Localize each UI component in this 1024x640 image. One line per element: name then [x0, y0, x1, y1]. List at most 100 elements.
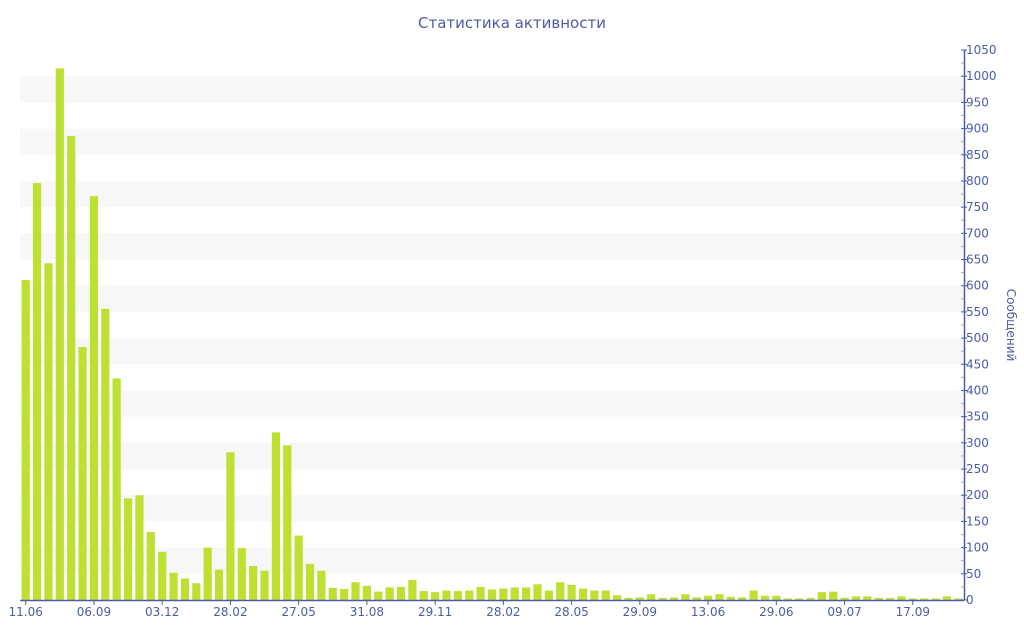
x-tick-label: 31.08	[350, 605, 384, 619]
y-tick-label: 0	[966, 593, 974, 607]
grid-band	[20, 76, 964, 103]
bar	[772, 595, 781, 600]
bar	[135, 495, 144, 600]
bar	[419, 591, 428, 600]
grid-band	[20, 180, 964, 208]
bar	[226, 452, 235, 600]
grid-band	[20, 128, 964, 155]
bar	[89, 196, 99, 600]
bar	[32, 183, 42, 601]
grid-band	[20, 495, 964, 522]
bar	[476, 586, 485, 600]
bar	[806, 597, 815, 600]
bar	[840, 597, 849, 600]
bar	[954, 598, 963, 600]
x-tick-label: 27.05	[281, 605, 315, 619]
bar	[453, 591, 462, 600]
bar	[396, 586, 406, 600]
bar	[442, 590, 451, 600]
x-tick-label: 17.09	[896, 605, 930, 619]
bar	[749, 590, 758, 600]
bar	[237, 548, 246, 600]
bar	[260, 570, 269, 600]
bar	[715, 594, 724, 600]
bar	[362, 585, 371, 600]
bar	[465, 590, 474, 600]
bar	[67, 135, 76, 600]
bar	[203, 547, 212, 600]
bar	[613, 595, 622, 600]
bar	[601, 590, 610, 600]
bar	[738, 597, 747, 600]
bar	[908, 598, 917, 600]
bar	[487, 589, 497, 600]
bar	[669, 597, 679, 600]
y-tick-label: 1000	[966, 69, 997, 83]
bar	[78, 347, 87, 600]
y-axis-label: Сообщений	[1004, 289, 1018, 362]
grid-band	[20, 547, 964, 574]
y-tick-label: 300	[966, 436, 989, 450]
y-tick-label: 750	[966, 200, 989, 214]
bar	[112, 378, 121, 600]
bar	[567, 584, 576, 600]
bar	[692, 597, 701, 600]
bar	[351, 582, 360, 600]
y-tick-label: 550	[966, 305, 989, 319]
bar	[920, 598, 929, 600]
bar	[431, 592, 440, 600]
grid-band	[20, 338, 964, 365]
bar	[180, 578, 190, 600]
bar	[340, 589, 349, 600]
x-tick-label: 28.02	[486, 605, 520, 619]
bar	[942, 596, 952, 600]
x-tick-label: 11.06	[9, 605, 43, 619]
bar	[374, 591, 383, 600]
y-tick-label: 650	[966, 253, 989, 267]
y-tick-label: 950	[966, 95, 989, 109]
y-tick-label: 400	[966, 383, 989, 397]
bar	[658, 597, 667, 600]
bar	[408, 580, 417, 600]
bar	[704, 595, 713, 600]
bar	[271, 432, 280, 600]
bar	[55, 68, 64, 601]
bar	[158, 551, 167, 600]
y-tick-label: 1050	[966, 43, 997, 57]
bar	[305, 563, 315, 600]
grid-band	[20, 285, 964, 312]
bar	[328, 587, 337, 600]
bar	[385, 587, 394, 600]
x-tick-label: 29.09	[623, 605, 657, 619]
bar	[760, 595, 770, 600]
y-tick-label: 250	[966, 462, 989, 476]
bar	[522, 587, 531, 600]
x-tick-label: 28.02	[213, 605, 247, 619]
bar	[317, 570, 326, 600]
y-tick-label: 700	[966, 226, 989, 240]
grid-band	[20, 442, 964, 470]
bar	[214, 569, 224, 600]
bar	[897, 596, 906, 600]
bar	[544, 590, 553, 600]
bar	[533, 584, 542, 600]
bar	[647, 594, 656, 600]
y-tick-label: 100	[966, 541, 989, 555]
bar	[556, 582, 565, 600]
bar	[863, 596, 872, 600]
y-tick-label: 200	[966, 488, 989, 502]
bar	[123, 498, 133, 600]
x-tick-label: 09.07	[827, 605, 861, 619]
bar	[829, 591, 838, 600]
y-tick-label: 150	[966, 514, 989, 528]
bar	[681, 594, 690, 600]
chart-title: Статистика активности	[418, 14, 606, 32]
y-tick-label: 350	[966, 410, 989, 424]
bar	[510, 587, 519, 600]
y-tick-label: 450	[966, 357, 989, 371]
y-tick-label: 600	[966, 279, 989, 293]
x-tick-label: 28.05	[554, 605, 588, 619]
bar	[931, 598, 940, 600]
bar	[794, 598, 804, 600]
